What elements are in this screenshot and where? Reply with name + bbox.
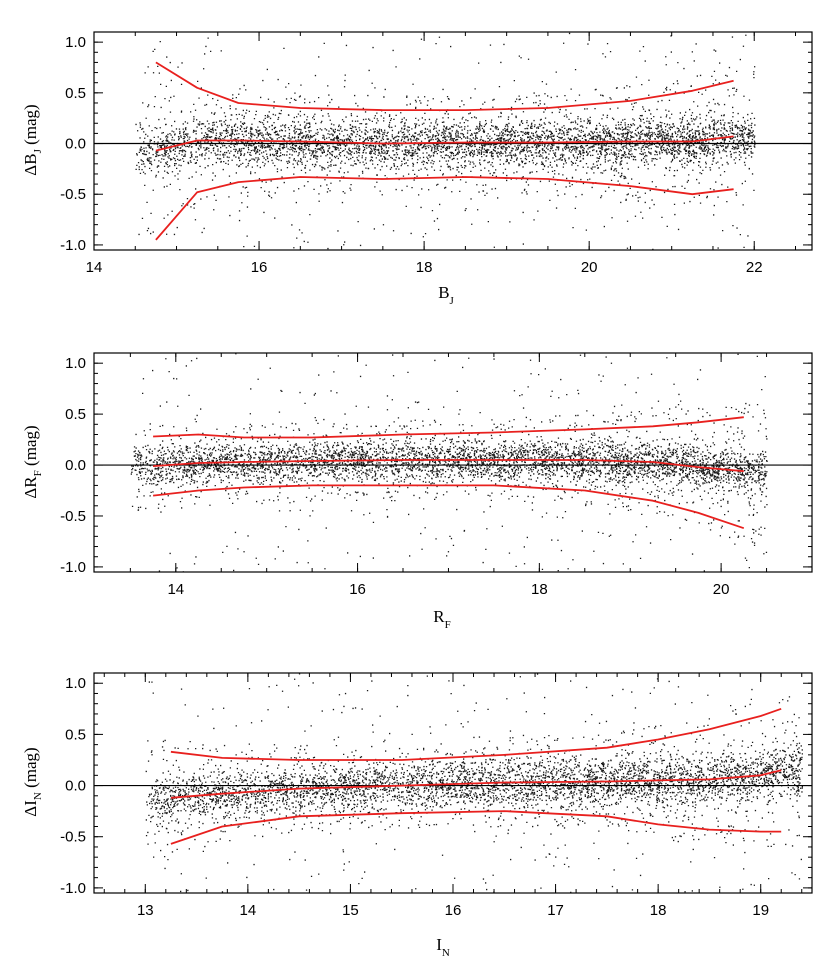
- panel-1-y-label: ΔBJ (mag): [21, 104, 44, 175]
- panel-1-upper-curve: [155, 61, 734, 111]
- y-tick-label: -0.5: [60, 186, 86, 203]
- x-tick-label: 18: [650, 902, 667, 919]
- panel-1-frame: [93, 31, 813, 251]
- panel-2-scatter: [130, 353, 768, 572]
- x-tick-label: 14: [86, 259, 103, 276]
- panel-2-frame: [93, 352, 813, 573]
- panel-3-upper-curve: [170, 707, 782, 761]
- y-tick-label: 1.0: [65, 355, 86, 372]
- x-tick-label: 15: [342, 902, 359, 919]
- x-tick-label: 18: [416, 259, 433, 276]
- x-tick-label: 22: [746, 259, 763, 276]
- panel-2-median-curve: [153, 459, 744, 473]
- y-tick-label: -0.5: [60, 508, 86, 525]
- panel-3-points: [145, 673, 803, 893]
- panel-2-upper-curve: [153, 416, 744, 439]
- y-tick-label: -0.5: [60, 829, 86, 846]
- x-tick-label: 13: [137, 902, 154, 919]
- panel-1-lower-curve: [155, 176, 734, 241]
- panel-1: BJ ΔBJ (mag) 14 16 18 20 22 -1.0 -0.5 0.0 0.5 1.0: [21, 31, 813, 307]
- x-tick-label: 17: [547, 902, 564, 919]
- panel-1-median-curve: [155, 135, 734, 152]
- x-tick-label: 16: [445, 902, 462, 919]
- x-tick-label: 16: [251, 259, 268, 276]
- y-tick-label: 0.0: [65, 136, 86, 153]
- x-tick-label: 14: [240, 902, 257, 919]
- x-tick-label: 14: [167, 581, 184, 598]
- panel-2-x-label: RF: [433, 607, 450, 631]
- x-tick-label: 18: [531, 581, 548, 598]
- y-tick-label: 0.5: [65, 406, 86, 423]
- panel-2: RF ΔRF (mag) 14 16 18 20 -1.0 -0.5 0.0 0.5 1.0: [21, 352, 813, 631]
- panel-3: IN ΔIN (mag) 13 14 15 16 17 18 19 -1.0 -0.5 0.0 0.…: [21, 672, 813, 959]
- y-tick-label: -1.0: [60, 237, 86, 254]
- panel-3-x-label: IN: [436, 935, 450, 959]
- x-tick-label: 16: [349, 581, 366, 598]
- panel-1-x-label: BJ: [438, 283, 454, 307]
- panel-3-scatter: [145, 673, 803, 893]
- panel-3-median-curve: [170, 769, 782, 799]
- y-tick-label: 0.5: [65, 726, 86, 743]
- y-tick-label: -1.0: [60, 880, 86, 897]
- x-tick-label: 19: [752, 902, 769, 919]
- x-tick-label: 20: [713, 581, 730, 598]
- panel-2-y-label: ΔRF (mag): [21, 425, 44, 498]
- panel-2-points: [130, 353, 768, 572]
- y-tick-label: -1.0: [60, 559, 86, 576]
- x-tick-label: 20: [581, 259, 598, 276]
- panel-3-y-label: ΔIN (mag): [21, 747, 44, 816]
- y-tick-label: 0.0: [65, 457, 86, 474]
- y-tick-label: 1.0: [65, 675, 86, 692]
- y-tick-label: 0.0: [65, 778, 86, 795]
- panel-1-points: [135, 32, 756, 250]
- panel-1-scatter: [135, 32, 756, 250]
- y-tick-label: 0.5: [65, 85, 86, 102]
- panel-2-lower-curve: [152, 484, 745, 530]
- y-tick-label: 1.0: [65, 34, 86, 51]
- panel-3-lower-curve: [170, 810, 782, 845]
